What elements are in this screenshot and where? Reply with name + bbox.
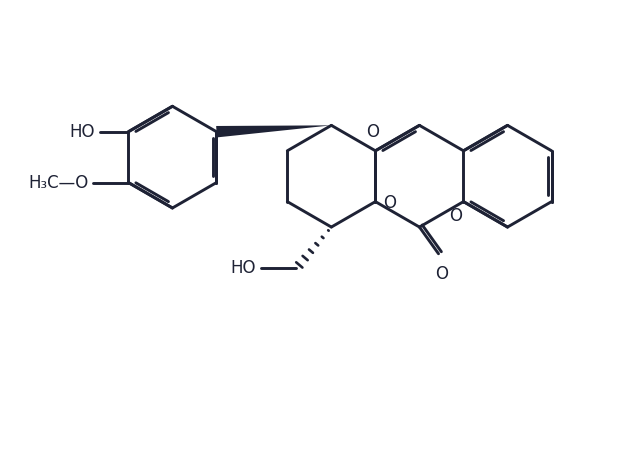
Polygon shape bbox=[216, 125, 332, 137]
Text: O: O bbox=[435, 265, 448, 283]
Text: HO: HO bbox=[231, 259, 257, 277]
Text: HO: HO bbox=[69, 123, 95, 141]
Text: O: O bbox=[383, 194, 396, 212]
Text: O: O bbox=[365, 123, 379, 141]
Text: H₃C—O: H₃C—O bbox=[28, 173, 88, 192]
Text: O: O bbox=[449, 207, 462, 225]
